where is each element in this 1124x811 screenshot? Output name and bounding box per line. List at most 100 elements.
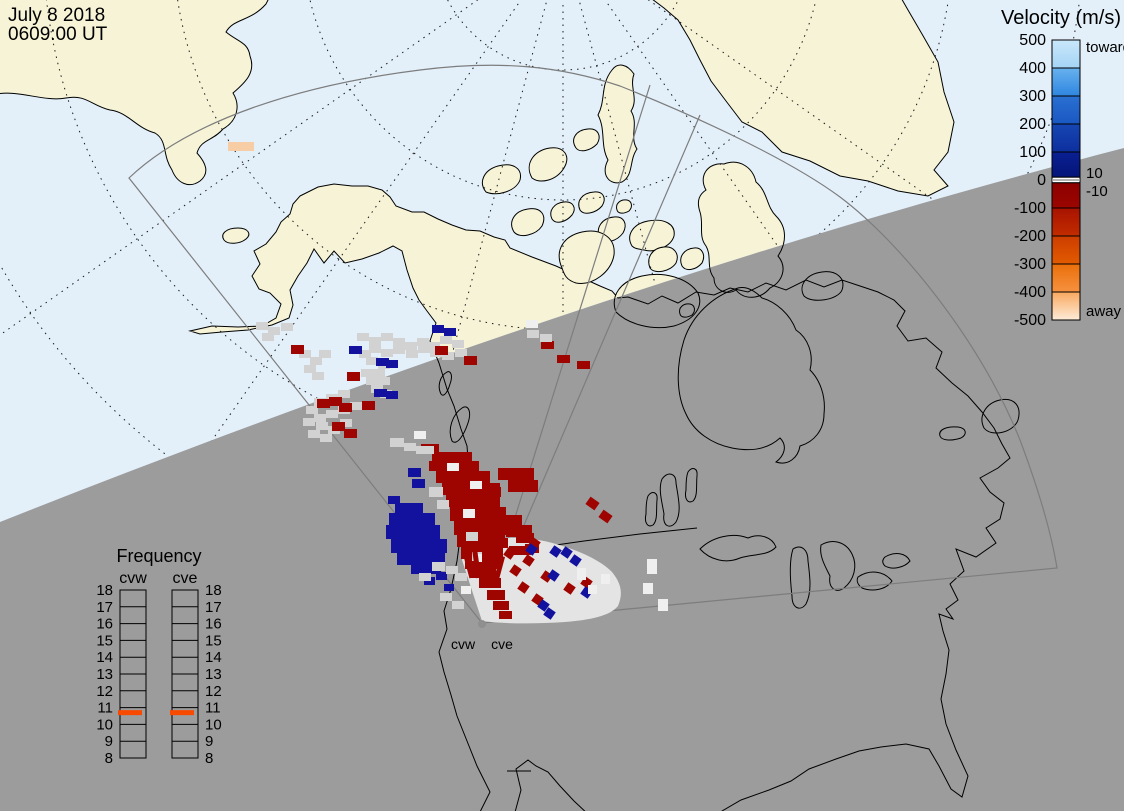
scatter-cell	[419, 573, 431, 581]
scatter-cell	[463, 509, 475, 518]
scatter-cell	[339, 403, 352, 412]
colorbar-segment	[1052, 124, 1080, 152]
ladder-tick-label: 13	[205, 666, 222, 683]
scatter-cell	[386, 525, 440, 539]
velocity-tick: 500	[1019, 32, 1046, 49]
scatter-cell	[416, 446, 434, 454]
scatter-cell	[386, 360, 398, 368]
scatter-cell	[312, 372, 324, 380]
scatter-cell	[369, 337, 381, 345]
velocity-tick: -500	[1014, 312, 1046, 329]
radar-map-screenshot: cvw cve July 8 2018 0609:00 UT Velocity …	[0, 0, 1124, 811]
scatter-cell	[508, 480, 538, 492]
scatter-cell	[393, 338, 405, 346]
scatter-cell	[526, 320, 538, 328]
scatter-cell	[436, 572, 447, 580]
ladder-tick-label: 14	[96, 649, 113, 666]
scatter-cell	[308, 430, 320, 438]
scatter-cell	[482, 546, 487, 578]
scatter-cell	[262, 333, 274, 341]
scatter-cell	[256, 322, 268, 330]
colorbar-segment	[1052, 208, 1080, 236]
colorbar-segment	[1052, 68, 1080, 96]
neg10-label: -10	[1086, 183, 1108, 200]
velocity-tick: 400	[1019, 60, 1046, 77]
scatter-cell	[362, 401, 375, 410]
scatter-cell	[452, 340, 464, 348]
ladder-tick-label: 10	[96, 716, 113, 733]
scatter-cell	[388, 496, 400, 504]
scatter-cell	[643, 583, 653, 594]
scatter-cell	[444, 584, 454, 591]
ladder-tick-label: 11	[97, 700, 113, 717]
scatter-cell	[386, 391, 398, 399]
scatter-cell	[588, 585, 597, 594]
scatter-cell	[464, 356, 477, 365]
scatter-cell	[429, 487, 443, 497]
scatter-cell	[414, 431, 426, 439]
ladder-tick-label: 8	[105, 750, 113, 767]
scatter-cell	[440, 336, 452, 344]
ladder-tick-label: 12	[96, 683, 113, 700]
scatter-cell	[432, 452, 472, 462]
scatter-cell	[390, 438, 404, 447]
scatter-cell	[366, 377, 378, 385]
scatter-cell	[541, 341, 554, 349]
velocity-tick: -200	[1014, 228, 1046, 245]
scatter-cell	[389, 513, 435, 525]
colorbar-segment	[1052, 40, 1080, 68]
scatter-cell	[281, 323, 293, 331]
radar-label-cvw: cvw	[451, 636, 476, 652]
scatter-cell	[440, 593, 452, 601]
scatter-cell	[373, 369, 385, 377]
velocity-tick: -400	[1014, 284, 1046, 301]
ladder-tick-label: 17	[96, 599, 113, 616]
ladder-tick-label: 9	[105, 733, 113, 750]
scatter-cell	[338, 390, 350, 398]
scatter-cell	[444, 328, 456, 336]
colorbar-segment	[1052, 96, 1080, 124]
scatter-cell	[349, 346, 362, 354]
velocity-tick: 0	[1037, 172, 1046, 189]
scatter-cell	[527, 330, 539, 338]
scatter-cell	[435, 346, 448, 355]
ladder-tick-label: 16	[96, 616, 113, 633]
scatter-cell	[461, 586, 471, 594]
colorbar-segment	[1052, 236, 1080, 264]
scatter-cell	[432, 325, 444, 333]
scatter-cell	[405, 342, 417, 350]
ladder-tick-label: 11	[205, 700, 221, 717]
ladder-tick-label: 10	[205, 716, 222, 733]
ladder-tick-label: 15	[205, 632, 222, 649]
scatter-cell	[381, 333, 393, 341]
frequency-radar-cve: cve	[173, 570, 198, 587]
colorbar-segment	[1052, 264, 1080, 292]
scatter-cell	[577, 361, 590, 369]
scatter-cell	[319, 350, 331, 358]
scatter-cell	[304, 365, 316, 373]
scatter-cell	[310, 357, 322, 365]
scatter-cell	[314, 414, 326, 422]
scatter-cell	[557, 355, 570, 363]
scatter-cell	[395, 503, 423, 513]
scatter-cell	[378, 377, 390, 385]
frequency-radar-cvw: cvw	[119, 570, 147, 587]
scatter-cell	[499, 611, 512, 619]
time-text: 0609:00 UT	[8, 24, 108, 45]
scatter-cell	[658, 599, 668, 611]
scatter-cell	[303, 418, 315, 426]
ladder-tick-label: 8	[205, 750, 213, 767]
scatter-cell	[498, 468, 534, 480]
away-label: away	[1086, 303, 1122, 320]
colorbar-segment	[1052, 183, 1080, 208]
scatter-cell	[540, 334, 552, 342]
scatter-cell	[357, 333, 369, 341]
scatter-cell	[406, 350, 418, 358]
scatter-cell	[647, 559, 657, 574]
scatter-cell	[437, 500, 449, 509]
scatter-cell	[432, 562, 445, 571]
scatter-cell	[412, 479, 425, 488]
ladder-tick-label: 16	[205, 616, 222, 633]
frequency-marker	[170, 710, 194, 715]
scatter-cell	[391, 539, 447, 553]
